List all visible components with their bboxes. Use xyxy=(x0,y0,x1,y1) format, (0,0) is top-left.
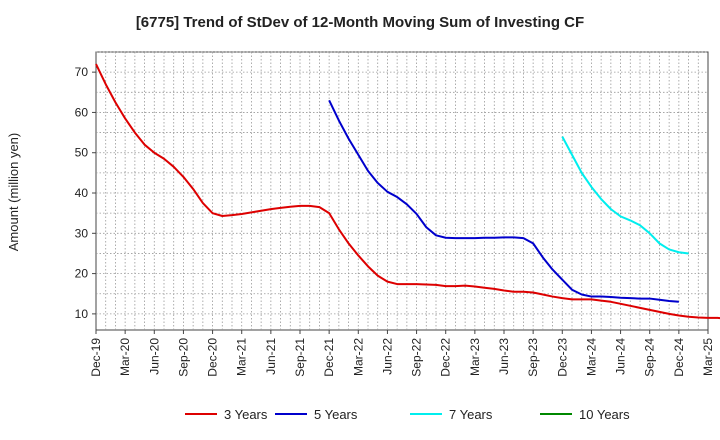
x-tick-label: Mar-21 xyxy=(235,338,249,376)
legend: 3 Years 5 Years 7 Years 10 Years xyxy=(185,407,630,422)
series-line-5-years xyxy=(328,99,679,303)
x-tick-label: Sep-23 xyxy=(526,338,540,377)
x-tick-label: Jun-21 xyxy=(264,338,278,375)
y-tick-label: 70 xyxy=(75,65,89,79)
x-tick-label: Jun-24 xyxy=(614,338,628,375)
x-tick-label: Dec-20 xyxy=(206,338,220,377)
series-layer xyxy=(95,63,720,320)
x-tick-label: Sep-24 xyxy=(643,338,657,377)
plot-frame xyxy=(95,51,709,331)
x-tick-label: Mar-20 xyxy=(118,338,132,376)
x-tick-label: Jun-20 xyxy=(147,338,161,375)
x-tick-label: Mar-25 xyxy=(701,338,715,376)
series-line-3-years xyxy=(95,63,720,320)
y-tick-label: 50 xyxy=(75,146,89,160)
legend-label: 7 Years xyxy=(449,407,493,422)
legend-label: 10 Years xyxy=(579,407,630,422)
plot-area xyxy=(95,51,709,331)
x-tick-label: Mar-22 xyxy=(351,338,365,376)
x-tick-label: Mar-24 xyxy=(584,338,598,376)
x-tick-label: Dec-23 xyxy=(555,338,569,377)
x-tick-label: Sep-20 xyxy=(176,338,190,377)
x-tick-label: Sep-21 xyxy=(293,338,307,377)
y-tick-label: 30 xyxy=(75,226,89,240)
x-tick-label: Jun-23 xyxy=(497,338,511,375)
y-axis-label: Amount (million yen) xyxy=(6,133,21,252)
x-tick-label: Dec-24 xyxy=(672,338,686,377)
x-tick-label: Dec-19 xyxy=(89,338,103,377)
y-tick-label: 60 xyxy=(75,105,89,119)
x-tick-label: Dec-22 xyxy=(439,338,453,377)
y-axis: 10 20 30 40 50 60 70 xyxy=(75,65,96,321)
y-tick-label: 20 xyxy=(75,267,89,281)
legend-label: 5 Years xyxy=(314,407,358,422)
series-line-7-years xyxy=(561,136,689,255)
x-tick-label: Dec-21 xyxy=(322,338,336,377)
x-tick-label: Mar-23 xyxy=(468,338,482,376)
grid xyxy=(96,51,708,330)
x-axis: Dec-19 Mar-20 Jun-20 Sep-20 Dec-20 Mar-21 Jun-… xyxy=(89,330,715,377)
x-tick-label: Sep-22 xyxy=(410,338,424,377)
x-tick-label: Jun-22 xyxy=(380,338,394,375)
y-tick-label: 40 xyxy=(75,186,89,200)
chart-title: [6775] Trend of StDev of 12-Month Moving… xyxy=(136,14,584,31)
y-tick-label: 10 xyxy=(75,307,89,321)
legend-label: 3 Years xyxy=(224,407,268,422)
